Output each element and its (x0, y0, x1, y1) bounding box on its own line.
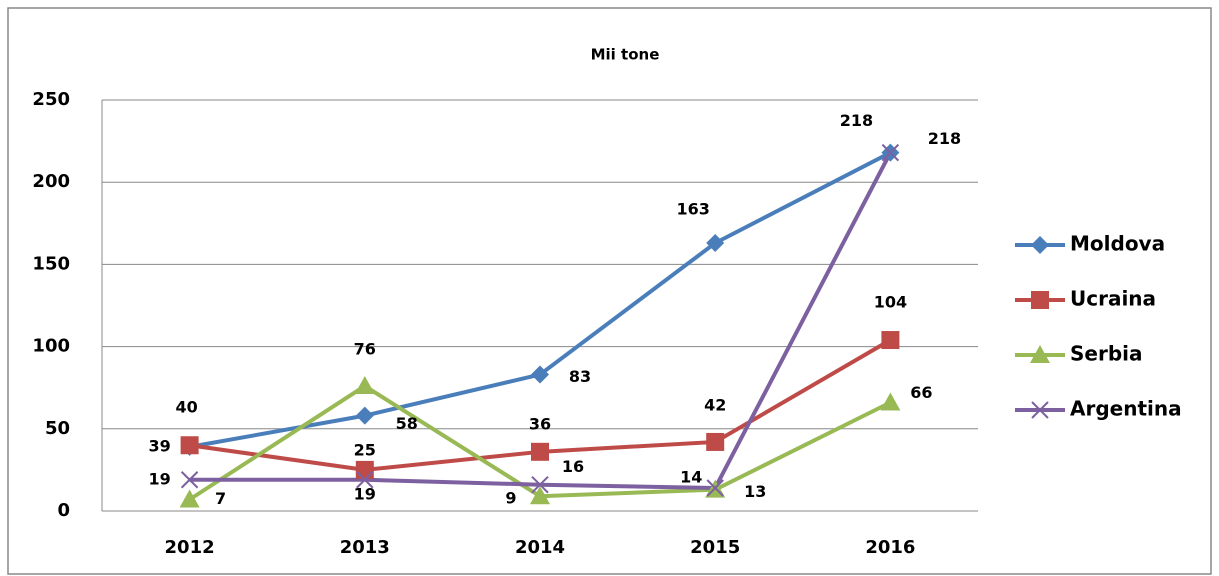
data-label: 163 (676, 200, 709, 219)
point-marker (354, 376, 375, 395)
point-marker (706, 432, 725, 451)
chart-title: Mii tone (591, 46, 660, 64)
data-label: 42 (704, 395, 726, 414)
data-label: 13 (744, 482, 766, 501)
point-marker (706, 479, 724, 497)
data-label: 9 (505, 489, 516, 508)
legend-marker (1030, 345, 1050, 363)
point-marker (881, 143, 900, 162)
point-marker (881, 331, 900, 350)
legend-marker (1031, 236, 1049, 254)
data-label: 218 (840, 111, 873, 130)
data-label: 39 (148, 436, 170, 455)
point-marker (180, 436, 199, 455)
y-tick-label: 250 (32, 89, 70, 110)
data-label: 36 (529, 414, 551, 433)
data-label: 19 (354, 484, 376, 503)
data-label: 58 (396, 414, 418, 433)
x-tick-label: 2016 (865, 537, 915, 558)
data-label: 83 (569, 367, 591, 386)
x-tick-label: 2012 (165, 537, 215, 558)
data-label: 104 (874, 293, 907, 312)
data-label: 19 (148, 469, 170, 488)
data-label: 76 (354, 340, 376, 359)
data-label: 25 (354, 440, 376, 459)
point-marker (355, 406, 374, 425)
chart-border (7, 7, 1212, 575)
point-marker (531, 475, 549, 494)
y-tick-label: 200 (32, 171, 70, 192)
y-tick-label: 0 (57, 500, 70, 521)
legend-label: Moldova (1070, 232, 1165, 256)
data-label: 66 (910, 383, 932, 402)
x-tick-label: 2015 (690, 537, 740, 558)
x-tick-label: 2013 (340, 537, 390, 558)
y-tick-label: 50 (45, 418, 70, 439)
point-marker (880, 392, 901, 411)
point-marker (530, 486, 550, 505)
y-tick-label: 100 (32, 336, 70, 357)
legend-label: Argentina (1070, 397, 1182, 421)
data-label: 14 (680, 467, 702, 486)
legend-marker (1031, 401, 1049, 419)
x-tick-label: 2014 (515, 537, 565, 558)
data-label: 218 (928, 129, 961, 148)
point-marker (531, 365, 549, 384)
legend-label: Serbia (1070, 342, 1143, 366)
y-tick-label: 150 (32, 253, 70, 274)
point-marker (356, 471, 374, 489)
legend-marker (1031, 291, 1049, 309)
point-marker (706, 234, 725, 253)
data-label: 7 (215, 489, 226, 508)
legend-label: Ucraina (1070, 287, 1156, 311)
point-marker (179, 489, 200, 508)
data-label: 40 (175, 398, 197, 417)
point-marker (531, 442, 549, 461)
data-label: 16 (562, 457, 584, 476)
point-marker (180, 471, 199, 489)
point-marker (355, 460, 374, 479)
